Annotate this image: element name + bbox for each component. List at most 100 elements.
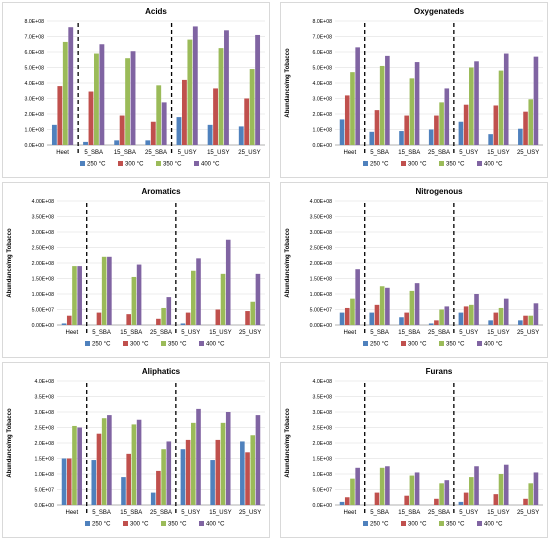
legend-swatch <box>194 161 199 166</box>
bar <box>439 483 444 505</box>
bar <box>136 419 142 505</box>
y-tick-label: 2.50E+08 <box>310 245 332 251</box>
bar <box>474 466 479 505</box>
x-tick-label: 5_SBA <box>84 150 103 156</box>
y-tick-label: 1.0E+08 <box>25 127 45 133</box>
x-tick-label: 25_SBA <box>150 510 172 516</box>
legend-label: 350 °C <box>163 162 182 168</box>
legend-swatch <box>439 521 444 526</box>
bar <box>399 317 404 325</box>
legend-swatch <box>477 521 482 526</box>
legend-label: 250 °C <box>370 342 389 348</box>
bar <box>131 424 137 505</box>
x-tick-label: 5_SBA <box>370 510 389 516</box>
bar <box>136 264 142 325</box>
legend-label: 350 °C <box>168 522 187 528</box>
bar <box>404 312 409 325</box>
bar <box>107 415 112 505</box>
chart-panel-acids: Acids 0.0E+00 1.0E+08 2.0E+08 3.0E+08 4.0E+08… <box>2 2 270 178</box>
x-tick-label: 25_SBA <box>428 510 450 516</box>
bar <box>96 433 102 505</box>
x-tick-label: 5_USY <box>181 510 200 516</box>
bar <box>439 102 444 145</box>
bar <box>88 91 94 145</box>
bar <box>66 315 72 325</box>
y-tick-label: 3.0E+08 <box>313 410 333 416</box>
legend-label: 300 °C <box>408 342 427 348</box>
x-tick-label: 15_SBA <box>120 330 142 336</box>
x-tick-label: 5_USY <box>459 510 478 516</box>
bar <box>245 452 250 505</box>
bar <box>192 26 198 145</box>
bar <box>166 297 172 325</box>
bar <box>503 464 509 505</box>
bar <box>62 41 68 145</box>
bar <box>399 131 404 145</box>
bar <box>150 121 156 145</box>
bar <box>72 266 77 325</box>
chart-panel-oxygenateds: Oxygenateds Abundance/mg Tobacco 0.0E+00 1.… <box>280 2 548 178</box>
bar <box>114 140 120 145</box>
y-tick-label: 0.0E+00 <box>313 143 333 149</box>
bar <box>83 141 88 145</box>
x-tick-label: 25_SBA <box>150 330 172 336</box>
legend-label: 350 °C <box>168 342 187 348</box>
bar <box>51 124 57 145</box>
bar <box>161 449 166 505</box>
x-tick-label: Heet <box>344 150 357 156</box>
bar <box>225 412 231 505</box>
bar <box>99 44 105 145</box>
bar <box>493 312 499 325</box>
bar <box>469 67 474 145</box>
legend-swatch <box>80 161 85 166</box>
y-tick-label: 0.0E+00 <box>25 143 45 149</box>
bar <box>355 269 360 325</box>
x-tick-label: 15_USY <box>209 330 231 336</box>
bar <box>187 39 193 145</box>
legend-label: 300 °C <box>125 162 144 168</box>
legend-swatch <box>118 161 123 166</box>
y-tick-label: 8.0E+08 <box>25 19 45 25</box>
x-tick-label: 5_USY <box>459 150 478 156</box>
legend-label: 250 °C <box>370 162 389 168</box>
bar <box>369 131 375 145</box>
bar <box>218 48 224 145</box>
bar <box>374 304 380 325</box>
bar <box>255 273 261 325</box>
bar <box>503 298 509 325</box>
chart-panel-aromatics: Aromatics Abundance/mg Tobacco 0.00E+00 5.0… <box>2 182 270 358</box>
x-tick-label: Heet <box>66 510 79 516</box>
bar <box>493 105 499 145</box>
bar <box>245 311 250 325</box>
bar <box>498 70 504 145</box>
bar <box>125 58 131 146</box>
bar <box>385 55 390 145</box>
bar <box>244 98 250 145</box>
bar <box>409 475 415 505</box>
bar <box>463 306 469 325</box>
bar <box>444 306 450 325</box>
x-tick-label: 25_USY <box>239 510 261 516</box>
legend-label: 300 °C <box>130 342 149 348</box>
bar <box>225 239 231 325</box>
y-tick-label: 3.00E+08 <box>32 230 54 236</box>
y-tick-label: 4.00E+08 <box>310 199 332 205</box>
x-tick-label: 15_SBA <box>114 150 136 156</box>
bar <box>250 435 256 505</box>
bar <box>518 320 523 325</box>
bar <box>439 309 444 325</box>
bar <box>533 472 539 505</box>
x-tick-label: 25_USY <box>238 150 260 156</box>
legend-swatch <box>85 521 90 526</box>
bar <box>444 480 450 505</box>
legend-swatch <box>199 341 204 346</box>
legend-swatch <box>156 161 161 166</box>
bar <box>379 65 385 145</box>
legend-swatch <box>401 161 406 166</box>
bar <box>207 124 213 145</box>
y-tick-label: 3.50E+08 <box>310 214 332 220</box>
legend-swatch <box>439 341 444 346</box>
bar <box>72 425 77 505</box>
bar <box>503 53 509 145</box>
